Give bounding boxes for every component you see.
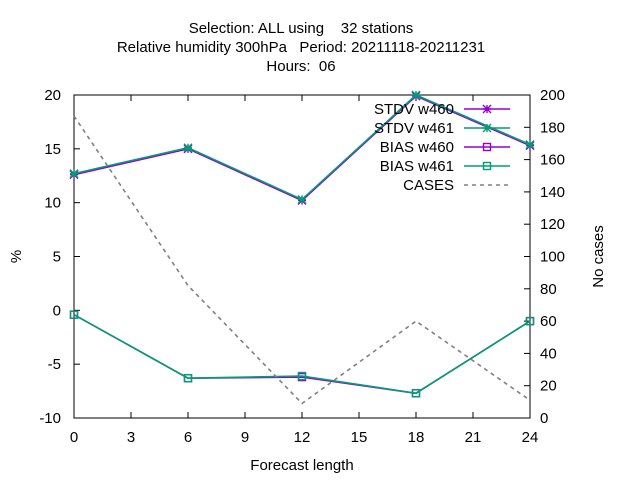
y2-tick-label: 40 [540, 345, 557, 362]
data-point [183, 373, 193, 383]
x-tick-label: 3 [127, 429, 135, 446]
series-line [73, 94, 531, 201]
y-axis: -10 -5 0 5 10 15 20 [39, 87, 80, 427]
series-line [73, 95, 531, 202]
y2-axis: 0 20 40 60 80 100 120 140 160 180 200 [524, 87, 565, 427]
data-point [69, 310, 79, 319]
chart-title: Selection: ALL using 32 stations Relative… [117, 20, 485, 75]
y-tick-label: 20 [44, 87, 61, 104]
series-bias-w460 [69, 310, 535, 398]
y-tick-label: 0 [53, 302, 61, 319]
data-point [482, 161, 492, 171]
y-tick-label: 5 [53, 249, 61, 266]
y2-tick-label: 200 [540, 87, 565, 104]
y2-tick-label: 0 [540, 410, 548, 427]
data-point [411, 389, 421, 398]
legend-item: STDV w461 [374, 120, 510, 137]
series-layer [69, 90, 535, 405]
x-tick-label: 21 [465, 429, 482, 446]
legend-item: CASES [403, 177, 510, 194]
legend-item: BIAS w460 [380, 139, 510, 156]
x-tick-label: 15 [351, 429, 368, 446]
x-tick-label: 24 [522, 429, 539, 446]
data-point [525, 316, 535, 326]
x-tick-label: 0 [70, 429, 78, 446]
series-stdv-w461 [69, 90, 535, 204]
series-line [73, 313, 531, 395]
title-line: Selection: ALL using 32 stations [189, 20, 414, 37]
x-tick-label: 6 [184, 429, 192, 446]
data-point [482, 104, 492, 114]
legend-item: STDV w460 [374, 101, 510, 118]
y-axis-label: % [8, 250, 25, 263]
data-point [482, 123, 492, 133]
data-point [525, 140, 535, 150]
y2-tick-label: 140 [540, 184, 565, 201]
legend-label: STDV w460 [374, 101, 454, 118]
legend-label: CASES [403, 177, 454, 194]
title-line: Hours: 06 [266, 58, 335, 75]
data-point [183, 143, 193, 153]
y2-tick-label: 20 [540, 378, 557, 395]
y2-tick-label: 100 [540, 249, 565, 266]
data-point [411, 90, 421, 100]
y2-tick-label: 60 [540, 313, 557, 330]
y2-tick-label: 80 [540, 281, 557, 298]
y2-tick-label: 180 [540, 119, 565, 136]
x-tick-label: 18 [408, 429, 425, 446]
legend-label: BIAS w460 [380, 139, 454, 156]
y2-tick-label: 120 [540, 216, 565, 233]
x-axis: 0 3 6 9 12 15 18 21 24 [70, 95, 539, 446]
series-cases [73, 115, 531, 405]
plot-border [73, 94, 531, 419]
x-tick-label: 9 [241, 429, 249, 446]
legend-item: BIAS w461 [380, 158, 510, 175]
plot-frame [73, 94, 531, 419]
y2-tick-label: 160 [540, 152, 565, 169]
series-bias-w461 [69, 310, 535, 398]
legend-label: BIAS w461 [380, 158, 454, 175]
data-point [297, 371, 307, 381]
y-tick-label: 10 [44, 195, 61, 212]
y-tick-label: -10 [39, 410, 61, 427]
x-tick-label: 12 [294, 429, 311, 446]
series-line [73, 115, 531, 405]
x-axis-label: Forecast length [250, 457, 353, 474]
title-line: Relative humidity 300hPa Period: 2021111… [117, 39, 485, 56]
data-point [69, 169, 79, 179]
y-tick-label: -5 [48, 356, 61, 373]
series-line [73, 313, 531, 395]
legend: STDV w460 STDV w461 BIAS w460 BIAS w461 CASE… [374, 101, 510, 194]
y-tick-label: 15 [44, 141, 61, 158]
data-point [482, 142, 492, 152]
y2-axis-label: No cases [590, 225, 607, 288]
legend-label: STDV w461 [374, 120, 454, 137]
data-point [297, 194, 307, 204]
